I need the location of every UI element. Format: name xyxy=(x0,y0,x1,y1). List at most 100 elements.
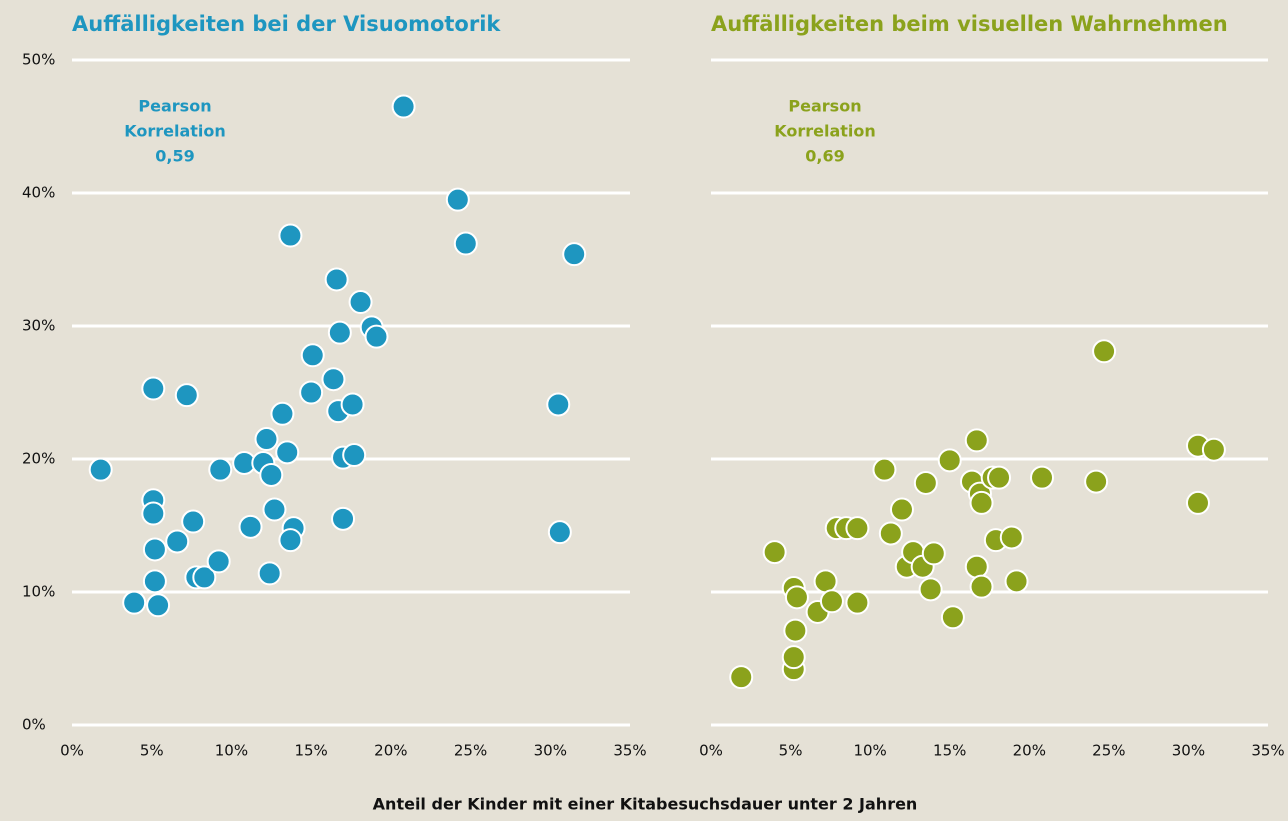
point xyxy=(206,549,231,574)
x-tick-label: 35% xyxy=(1251,742,1284,760)
point xyxy=(259,462,284,487)
point xyxy=(964,428,989,453)
point xyxy=(987,465,1012,490)
point xyxy=(340,392,365,417)
point xyxy=(270,401,295,426)
y-tick-label: 0% xyxy=(22,716,46,734)
point xyxy=(921,541,946,566)
point xyxy=(181,509,206,534)
point xyxy=(142,537,167,562)
point xyxy=(872,457,897,482)
point xyxy=(254,427,279,452)
point xyxy=(165,529,190,554)
x-tick-label: 5% xyxy=(140,742,164,760)
annotation: Pearson xyxy=(138,97,211,116)
point xyxy=(299,380,324,405)
point xyxy=(918,577,943,602)
x-tick-label: 35% xyxy=(613,742,646,760)
chart-title: Auffälligkeiten beim visuellen Wahrnehme… xyxy=(711,12,1228,36)
point xyxy=(146,593,171,618)
annotation: 0,69 xyxy=(805,147,844,166)
y-tick-label: 10% xyxy=(22,583,55,601)
point xyxy=(889,497,914,522)
x-tick-label: 5% xyxy=(779,742,803,760)
point xyxy=(174,383,199,408)
point xyxy=(141,501,166,526)
point xyxy=(275,440,300,465)
point xyxy=(327,320,352,345)
point xyxy=(783,618,808,643)
point xyxy=(913,470,938,495)
y-tick-label: 40% xyxy=(22,184,55,202)
point xyxy=(784,585,809,610)
x-tick-label: 20% xyxy=(1013,742,1046,760)
point xyxy=(819,589,844,614)
point xyxy=(969,574,994,599)
y-tick-label: 30% xyxy=(22,317,55,335)
point xyxy=(88,457,113,482)
point xyxy=(878,521,903,546)
point xyxy=(364,324,389,349)
x-tick-label: 15% xyxy=(933,742,966,760)
x-tick-label: 30% xyxy=(534,742,567,760)
x-tick-label: 30% xyxy=(1172,742,1205,760)
point xyxy=(1185,490,1210,515)
x-axis-label: Anteil der Kinder mit einer Kitabesuchsd… xyxy=(373,795,918,814)
point xyxy=(562,242,587,267)
point xyxy=(969,490,994,515)
annotation: 0,59 xyxy=(155,147,194,166)
point xyxy=(192,565,217,590)
point xyxy=(1030,465,1055,490)
chart-title: Auffälligkeiten bei der Visuomotorik xyxy=(72,12,501,36)
x-tick-label: 15% xyxy=(294,742,327,760)
point xyxy=(1201,437,1226,462)
y-tick-label: 20% xyxy=(22,450,55,468)
point xyxy=(348,290,373,315)
point xyxy=(729,665,754,690)
point xyxy=(845,590,870,615)
point xyxy=(937,448,962,473)
point xyxy=(321,367,346,392)
point xyxy=(391,94,416,119)
x-tick-label: 0% xyxy=(60,742,84,760)
point xyxy=(453,231,478,256)
point xyxy=(262,497,287,522)
point xyxy=(257,561,282,586)
point xyxy=(546,392,571,417)
point xyxy=(342,443,367,468)
point xyxy=(1004,569,1029,594)
point xyxy=(813,569,838,594)
x-tick-label: 10% xyxy=(853,742,886,760)
point xyxy=(964,554,989,579)
point xyxy=(278,528,303,553)
x-tick-label: 0% xyxy=(699,742,723,760)
point xyxy=(331,506,356,531)
point xyxy=(762,540,787,565)
annotation: Pearson xyxy=(788,97,861,116)
point xyxy=(1084,469,1109,494)
point xyxy=(324,267,349,292)
point xyxy=(122,590,147,615)
point xyxy=(1092,339,1117,364)
point xyxy=(781,645,806,670)
point xyxy=(238,514,263,539)
point xyxy=(141,376,166,401)
point xyxy=(999,525,1024,550)
y-tick-label: 50% xyxy=(22,51,55,69)
point xyxy=(142,569,167,594)
point xyxy=(547,520,572,545)
point xyxy=(208,457,233,482)
annotation: Korrelation xyxy=(774,122,876,141)
x-tick-label: 10% xyxy=(215,742,248,760)
annotation: Korrelation xyxy=(124,122,226,141)
point xyxy=(845,516,870,541)
point xyxy=(445,187,470,212)
x-tick-label: 25% xyxy=(1092,742,1125,760)
point xyxy=(940,605,965,630)
x-tick-label: 25% xyxy=(454,742,487,760)
point xyxy=(278,223,303,248)
x-tick-label: 20% xyxy=(374,742,407,760)
